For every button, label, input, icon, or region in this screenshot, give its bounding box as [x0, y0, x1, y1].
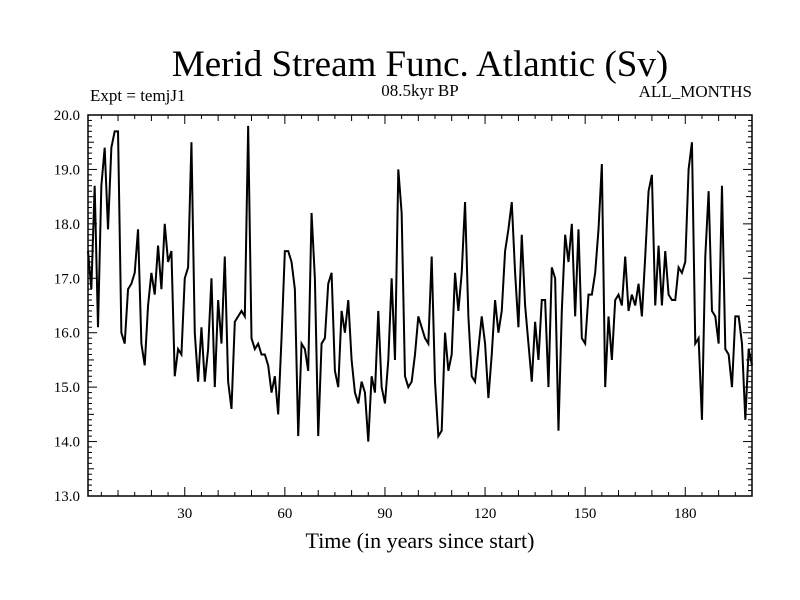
x-tick-label: 150 — [574, 506, 597, 522]
axis-ticks — [88, 114, 753, 497]
x-axis-tick-labels: 30 60 90 120 150 180 — [177, 506, 696, 522]
period-label: 08.5kyr BP — [381, 81, 458, 100]
y-axis-tick-labels: 13.0 14.0 15.0 16.0 17.0 18.0 19.0 20.0 — [54, 108, 80, 505]
experiment-label: Expt = temjJ1 — [90, 86, 186, 105]
x-tick-label: 30 — [177, 506, 192, 522]
y-tick-label: 13.0 — [54, 489, 80, 505]
y-tick-label: 16.0 — [54, 326, 80, 342]
x-tick-label: 60 — [277, 506, 292, 522]
y-tick-label: 17.0 — [54, 271, 80, 287]
series-line — [87, 125, 753, 442]
y-tick-label: 15.0 — [54, 380, 80, 396]
x-tick-label: 120 — [474, 506, 497, 522]
months-label: ALL_MONTHS — [639, 82, 752, 101]
x-tick-label: 90 — [377, 506, 392, 522]
y-tick-label: 18.0 — [54, 217, 80, 233]
plot-frame — [87, 114, 753, 497]
y-tick-label: 14.0 — [54, 435, 80, 451]
y-tick-label: 20.0 — [54, 108, 80, 124]
x-tick-label: 180 — [674, 506, 697, 522]
chart-title: Merid Stream Func. Atlantic (Sv) — [172, 44, 668, 85]
y-tick-label: 19.0 — [54, 162, 80, 178]
x-axis-label: Time (in years since start) — [306, 528, 535, 553]
